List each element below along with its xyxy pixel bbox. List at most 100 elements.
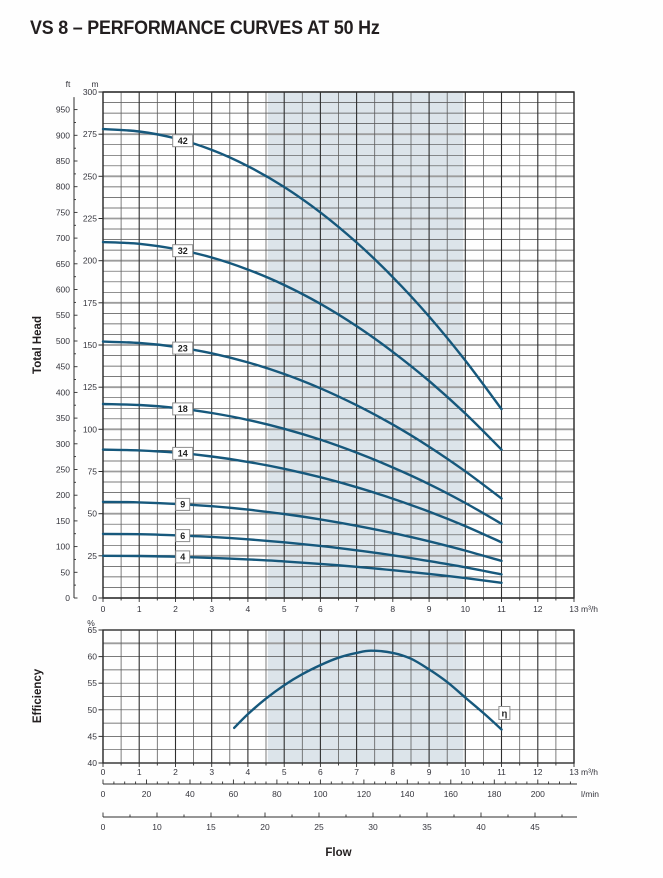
curve-label-4: 4 [175, 550, 191, 564]
m-tick-label: 225 [83, 214, 97, 224]
page-title: VS 8 – PERFORMANCE CURVES AT 50 Hz [30, 18, 380, 39]
ft-tick-label: 350 [56, 413, 70, 423]
lmin-tick-label: 80 [272, 789, 282, 799]
gpm-axis: 0 10 15 20 25 30 35 40 45 [101, 812, 577, 832]
ft-tick-label: 550 [56, 310, 70, 320]
ft-tick-label: 800 [56, 182, 70, 192]
curve-label-32: 32 [172, 244, 194, 258]
percent-unit-header: % [87, 618, 95, 628]
curve-label-text: 23 [178, 343, 188, 353]
efficiency-x-tick-label: 6 [318, 767, 323, 777]
lmin-tick-label: 120 [357, 789, 371, 799]
efficiency-x-tick-label: 7 [354, 767, 359, 777]
curve-4 [101, 554, 503, 584]
m-unit-header: m [91, 79, 98, 89]
main-x-tick-label: 6 [318, 604, 323, 614]
curve-6 [101, 532, 503, 576]
main-x-tick-label: 12 [533, 604, 543, 614]
curve-label-text: 6 [180, 531, 185, 541]
curve-label-box [175, 550, 191, 564]
efficiency-x-tick-label: 8 [390, 767, 395, 777]
eta-label-box [498, 706, 511, 720]
main-x-tick-label: 4 [246, 604, 251, 614]
efficiency-chart: η [102, 629, 575, 764]
main-x-tick-label: 3 [209, 604, 214, 614]
main-x-axis: 0 1 2 3 4 5 6 7 8 9 10 11 12 13 m³/h [101, 598, 598, 614]
eta-curve [233, 649, 503, 731]
curve-label-box [172, 341, 194, 355]
ft-tick-label: 400 [56, 387, 70, 397]
curve-label-text: 4 [180, 552, 185, 562]
ft-axis: 0 50 100 150 200 250 300 350 400 450 500 550 600 650 7… [56, 79, 78, 603]
curve-label-9: 9 [175, 497, 191, 511]
efficiency-tick-label: 40 [88, 758, 98, 768]
efficiency-y-axis: 40 45 50 55 60 65% [87, 618, 103, 768]
m-tick-label: 100 [83, 424, 97, 434]
m-tick-label: 75 [88, 467, 98, 477]
efficiency-axis-title: Efficiency [32, 668, 44, 723]
curve-label-text: 42 [178, 136, 188, 146]
lmin-axis: 0 20 40 60 80 100 120 140 160 180 200 l/min [101, 779, 599, 799]
gpm-tick-label: 15 [206, 822, 216, 832]
efficiency-x-tick-label: 5 [282, 767, 287, 777]
curve-label-text: 18 [178, 404, 188, 414]
lmin-tick-label: 200 [531, 789, 545, 799]
total-head-axis-title: Total Head [32, 316, 44, 374]
ft-tick-label: 250 [56, 465, 70, 475]
main-x-tick-label: 2 [173, 604, 178, 614]
curve-label-box [172, 134, 194, 148]
curve-label-6: 6 [175, 529, 191, 543]
ft-unit-header: ft [66, 79, 71, 89]
main-x-tick-label: 10 [461, 604, 471, 614]
ft-tick-label: 200 [56, 490, 70, 500]
m-tick-label: 200 [83, 256, 97, 266]
gpm-tick-label: 30 [368, 822, 378, 832]
efficiency-x-tick-label: 3 [209, 767, 214, 777]
m-tick-label: 175 [83, 298, 97, 308]
m-tick-label: 125 [83, 382, 97, 392]
main-x-tick-label: 1 [137, 604, 142, 614]
lmin-tick-label: 180 [487, 789, 501, 799]
efficiency-x-axis: 0 1 2 3 4 5 6 7 8 9 10 11 12 13 m³/h [101, 763, 598, 777]
ft-tick-label: 100 [56, 542, 70, 552]
m-tick-label: 250 [83, 171, 97, 181]
gpm-tick-label: 20 [260, 822, 270, 832]
ft-tick-label: 50 [61, 567, 71, 577]
main-x-tick-label: 7 [354, 604, 359, 614]
gpm-tick-label: 35 [422, 822, 432, 832]
m-tick-label: 0 [92, 593, 97, 603]
efficiency-x-unit: m³/h [581, 767, 598, 777]
ft-tick-label: 900 [56, 130, 70, 140]
lmin-unit: l/min [581, 789, 599, 799]
efficiency-chart-grid [102, 629, 575, 764]
lmin-tick-label: 140 [400, 789, 414, 799]
curve-label-14: 14 [172, 446, 194, 460]
efficiency-tick-label: 60 [88, 652, 98, 662]
main-x-tick-label: 13 [569, 604, 579, 614]
ft-tick-label: 650 [56, 259, 70, 269]
efficiency-x-tick-label: 13 [569, 767, 579, 777]
efficiency-x-tick-label: 1 [137, 767, 142, 777]
main-x-tick-label: 5 [282, 604, 287, 614]
m-tick-label: 300 [83, 87, 97, 97]
curve-label-text: 14 [178, 449, 188, 459]
efficiency-x-tick-label: 10 [461, 767, 471, 777]
curve-label-18: 18 [172, 402, 194, 416]
curve-label-42: 42 [172, 134, 194, 148]
flow-axis-title: Flow [325, 847, 351, 859]
curve-label-box [172, 244, 194, 258]
efficiency-tick-label: 50 [88, 705, 98, 715]
curve-label-box [172, 402, 194, 416]
main-x-tick-label: 8 [390, 604, 395, 614]
ft-tick-label: 300 [56, 439, 70, 449]
gpm-tick-label: 10 [152, 822, 162, 832]
lmin-tick-label: 60 [229, 789, 239, 799]
m-tick-label: 150 [83, 340, 97, 350]
curve-label-text: 9 [180, 500, 185, 510]
gpm-tick-label: 25 [314, 822, 324, 832]
curve-label-text: 32 [178, 246, 188, 256]
ft-tick-label: 950 [56, 105, 70, 115]
